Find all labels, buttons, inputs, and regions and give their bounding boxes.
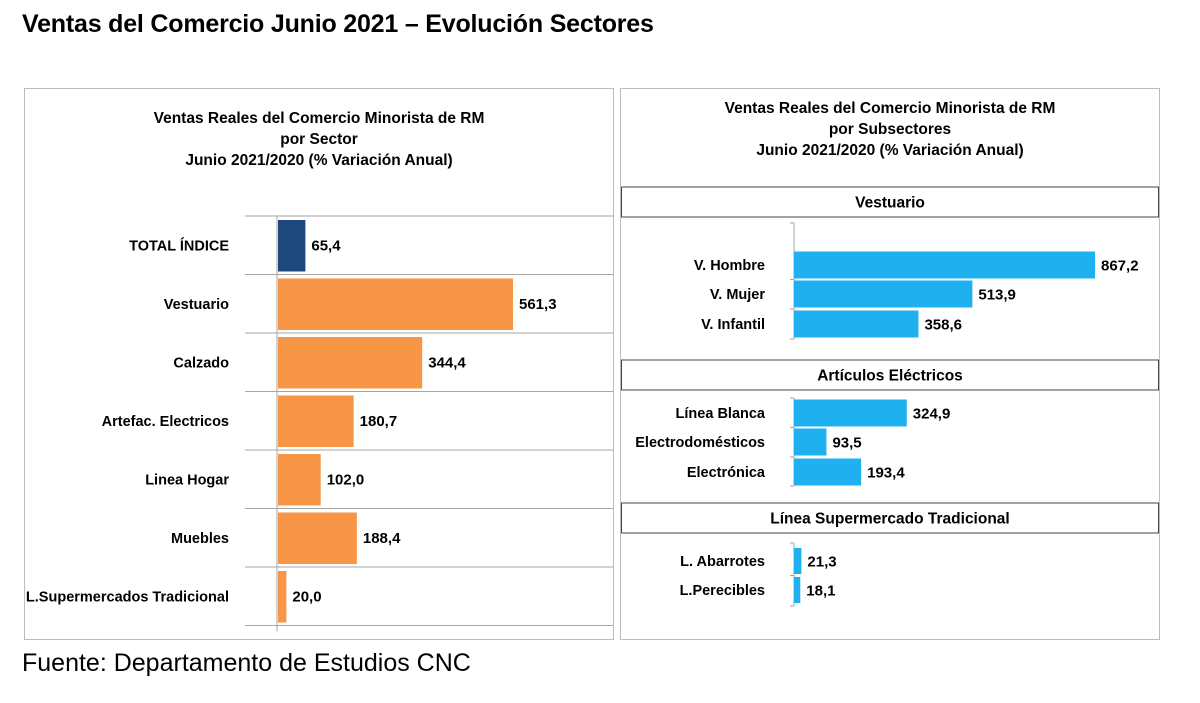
- subsector-value-label: 358,6: [924, 317, 962, 334]
- source-note: Fuente: Departamento de Estudios CNC: [22, 649, 471, 677]
- subsector-category-label: L.Perecibles: [680, 583, 765, 599]
- subsector-bar: [794, 399, 907, 427]
- sector-category-label: Linea Hogar: [145, 472, 229, 488]
- sector-bar: [278, 571, 287, 623]
- subsector-bar: [794, 577, 801, 603]
- group-header-box: [621, 502, 1159, 534]
- sector-chart-title: Ventas Reales del Comercio Minorista de …: [25, 108, 613, 171]
- sector-category-label: Calzado: [173, 355, 229, 371]
- sector-bar: [278, 337, 423, 389]
- page-title: Ventas del Comercio Junio 2021 – Evoluci…: [22, 10, 654, 38]
- subsector-bar: [794, 251, 1095, 279]
- sector-chart: 65,4 TOTAL ÍNDICE 561,3 Vestuario 344,4 Calza…: [26, 215, 613, 632]
- group-header-label: Línea Supermercado Tradicional: [770, 511, 1009, 528]
- sector-value-label: 65,4: [311, 237, 341, 254]
- subsector-value-label: 867,2: [1101, 258, 1139, 275]
- subsector-bar: [794, 458, 862, 486]
- sector-category-label: Artefac. Electricos: [102, 414, 229, 430]
- sector-chart-panel: Ventas Reales del Comercio Minorista de …: [24, 88, 614, 640]
- subsector-chart-title-line-1: Ventas Reales del Comercio Minorista de …: [724, 100, 1056, 117]
- sector-value-label: 188,4: [363, 530, 401, 547]
- subsector-chart-title: Ventas Reales del Comercio Minorista de …: [621, 98, 1159, 161]
- sector-value-label: 561,3: [519, 296, 557, 313]
- group-header-label: Artículos Eléctricos: [817, 368, 963, 385]
- sector-category-label: L.Supermercados Tradicional: [26, 589, 229, 605]
- sector-bar: [278, 220, 306, 272]
- subsector-value-label: 193,4: [867, 465, 905, 482]
- subsector-category-label: Línea Blanca: [676, 406, 766, 422]
- group-header-label: Vestuario: [855, 195, 925, 212]
- group-header-box: [621, 359, 1159, 391]
- sector-value-label: 180,7: [360, 413, 398, 430]
- subsector-category-label: Electrodomésticos: [635, 435, 765, 451]
- subsector-category-label: Electrónica: [687, 465, 766, 481]
- subsector-category-label: L. Abarrotes: [680, 554, 765, 570]
- subsector-bar: [794, 310, 919, 338]
- subsector-value-label: 93,5: [832, 435, 861, 452]
- subsector-chart: Vestuario 867,2 V. Hombre 513,9 V. Mujer 358,…: [621, 186, 1159, 607]
- sector-value-label: 102,0: [327, 471, 365, 488]
- subsector-value-label: 21,3: [807, 554, 836, 571]
- sector-chart-title-line-3: Junio 2021/2020 (% Variación Anual): [185, 152, 453, 169]
- sector-value-label: 20,0: [292, 588, 321, 605]
- subsector-bar: [794, 280, 973, 308]
- sector-category-label: Vestuario: [164, 297, 229, 313]
- sector-bar: [278, 454, 321, 506]
- subsector-category-label: V. Mujer: [710, 287, 765, 303]
- sector-bar: [278, 395, 354, 447]
- sector-category-label: TOTAL ÍNDICE: [129, 237, 229, 254]
- sector-chart-title-line-1: Ventas Reales del Comercio Minorista de …: [153, 110, 485, 127]
- sector-category-label: Muebles: [171, 531, 229, 547]
- group-header-box: [621, 186, 1159, 218]
- subsector-value-label: 18,1: [806, 583, 835, 600]
- subsector-chart-title-line-2: por Subsectores: [828, 121, 952, 138]
- sector-value-label: 344,4: [428, 354, 466, 371]
- subsector-value-label: 513,9: [978, 287, 1016, 304]
- subsector-category-label: V. Hombre: [694, 258, 765, 274]
- subsector-category-label: V. Infantil: [701, 317, 765, 333]
- sector-chart-title-line-2: por Sector: [280, 131, 358, 148]
- subsector-bar: [794, 428, 827, 456]
- sector-bar: [278, 278, 513, 330]
- subsector-bar: [794, 548, 802, 574]
- subsector-value-label: 324,9: [913, 406, 951, 423]
- subsector-chart-panel: Ventas Reales del Comercio Minorista de …: [620, 88, 1160, 640]
- subsector-chart-title-line-3: Junio 2021/2020 (% Variación Anual): [756, 142, 1024, 159]
- sector-bar: [278, 512, 357, 564]
